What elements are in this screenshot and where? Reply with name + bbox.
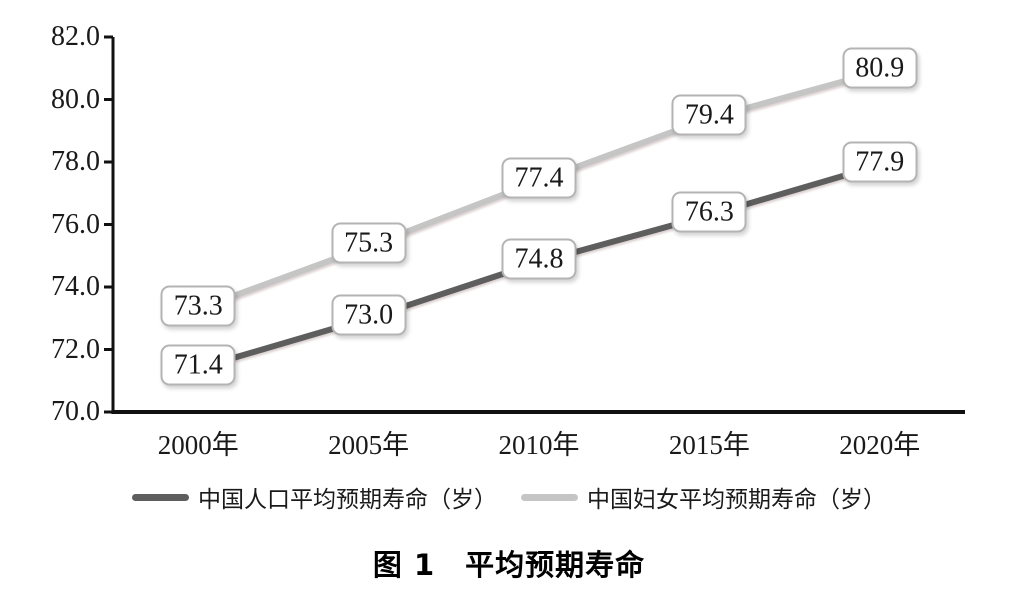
value-label: 74.8: [501, 238, 577, 280]
y-tick-label: 70.0: [51, 396, 100, 427]
x-tick-label: 2000年: [157, 430, 239, 460]
legend-line-swatch: [132, 493, 189, 501]
y-tick-label: 72.0: [51, 333, 100, 365]
y-tick-label: 78.0: [51, 146, 100, 177]
y-tick-label: 76.0: [51, 208, 100, 240]
legend-label: 中国妇女平均预期寿命（岁）: [587, 487, 886, 512]
x-tick-label: 2020年: [839, 430, 921, 460]
value-label: 73.0: [331, 294, 407, 336]
legend-item: 中国人口平均预期寿命（岁）: [132, 480, 497, 514]
value-label: 71.4: [160, 344, 236, 386]
value-label: 80.9: [842, 47, 918, 89]
value-label: 77.9: [842, 141, 918, 183]
y-tick-label: 80.0: [51, 83, 100, 115]
value-label: 75.3: [331, 222, 407, 264]
value-label: 76.3: [671, 191, 747, 233]
x-tick-label: 2005年: [328, 430, 410, 460]
y-tick-label: 74.0: [51, 271, 100, 302]
y-tick-label: 82.0: [51, 21, 100, 52]
value-label: 77.4: [501, 157, 577, 199]
legend-label: 中国人口平均预期寿命（岁）: [198, 487, 497, 512]
figure-caption: 图 1 平均预期寿命: [372, 548, 646, 582]
value-label: 79.4: [671, 94, 747, 136]
legend-line-swatch: [521, 493, 578, 501]
legend-item: 中国妇女平均预期寿命（岁）: [521, 480, 886, 514]
value-label: 73.3: [160, 285, 236, 327]
x-tick-label: 2015年: [668, 430, 750, 460]
legend: 中国人口平均预期寿命（岁） 中国妇女平均预期寿命（岁）: [0, 480, 1018, 514]
x-tick-label: 2010年: [498, 430, 580, 460]
